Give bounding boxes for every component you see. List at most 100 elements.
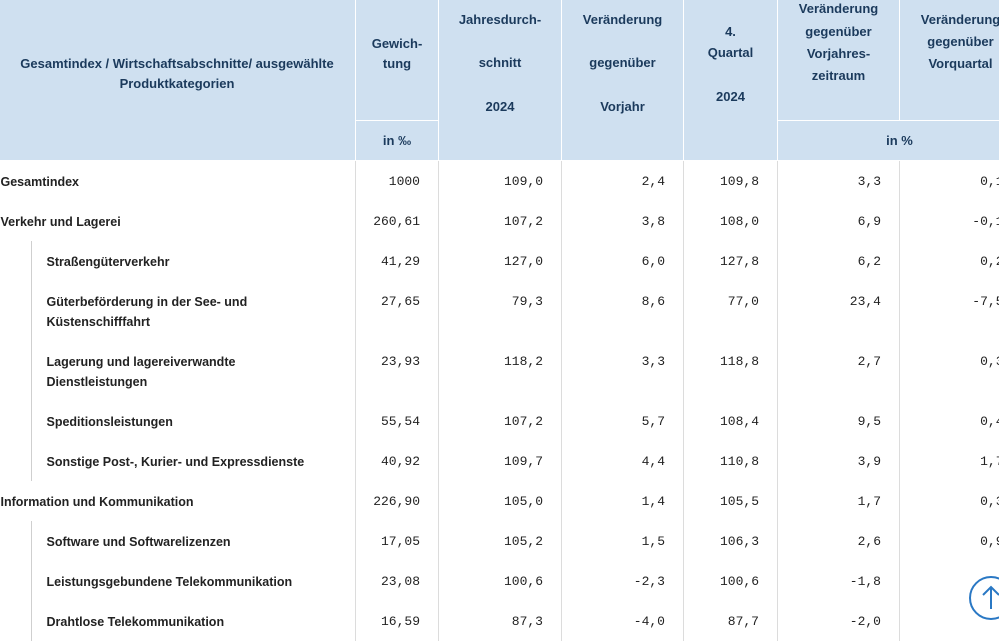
- row-label-cell: Speditionsleistungen: [0, 401, 356, 441]
- value-cell: -0,1: [900, 201, 999, 241]
- header-box: Veränderung gegenüber Vorquartal: [900, 0, 999, 120]
- header-line: Vorquartal: [900, 55, 999, 73]
- value: 2,6: [858, 534, 881, 549]
- value: 105,2: [504, 534, 543, 549]
- value-cell: 118,2: [439, 341, 562, 401]
- value: 0,4: [980, 414, 999, 429]
- row-label: Güterbeförderung in der See- und Küstens…: [31, 281, 340, 341]
- item-row: Sonstige Post-, Kurier- und Expressdiens…: [0, 441, 999, 481]
- header-line: Quartal: [684, 44, 777, 62]
- value-cell: 1,5: [562, 521, 684, 561]
- value-cell: 23,93: [356, 341, 439, 401]
- header-line: gegenüber: [778, 23, 899, 41]
- value: 5,7: [642, 414, 665, 429]
- header-line: gegenüber: [562, 54, 683, 72]
- row-label: Lagerung und lagereiverwandte Dienstleis…: [31, 341, 340, 401]
- value-cell: 105,2: [439, 521, 562, 561]
- value: 118,8: [720, 354, 759, 369]
- value-cell: 1,7: [900, 441, 999, 481]
- value: -4,0: [634, 614, 665, 629]
- value: 0,9: [980, 534, 999, 549]
- value-cell: 127,8: [684, 241, 778, 281]
- value: 79,3: [512, 294, 543, 309]
- value: 23,4: [850, 294, 881, 309]
- row-label: Speditionsleistungen: [31, 401, 340, 441]
- value: 2,4: [642, 174, 665, 189]
- value-cell: 0,3: [900, 341, 999, 401]
- header-line: Vorjahres-: [778, 45, 899, 63]
- header-line: schnitt: [439, 54, 561, 72]
- value-cell: 107,2: [439, 201, 562, 241]
- value: 109,7: [504, 454, 543, 469]
- row-label: Information und Kommunikation: [0, 481, 355, 521]
- value-cell: 0,1: [900, 161, 999, 202]
- column-header: Gewich-tung: [356, 0, 439, 121]
- value: 226,90: [373, 494, 420, 509]
- value: 110,8: [720, 454, 759, 469]
- value-cell: 3,3: [778, 161, 900, 202]
- row-label: Gesamtindex: [0, 161, 355, 201]
- unit-header: in %: [778, 121, 999, 161]
- value-cell: 3,8: [562, 201, 684, 241]
- row-label-cell: Sonstige Post-, Kurier- und Expressdiens…: [0, 441, 356, 481]
- value-cell: 6,0: [562, 241, 684, 281]
- value: 4,4: [642, 454, 665, 469]
- value: 1000: [389, 174, 420, 189]
- value-cell: 6,9: [778, 201, 900, 241]
- value-cell: 260,61: [356, 201, 439, 241]
- value: 6,0: [642, 254, 665, 269]
- value: 127,0: [504, 254, 543, 269]
- value-cell: 77,0: [684, 281, 778, 341]
- header-line: Veränderung: [900, 11, 999, 29]
- value-cell: 8,6: [562, 281, 684, 341]
- value-cell: 109,8: [684, 161, 778, 202]
- value: 16,59: [381, 614, 420, 629]
- value: 108,4: [720, 414, 759, 429]
- value-cell: 6,2: [778, 241, 900, 281]
- value-cell: 87,7: [684, 601, 778, 641]
- scroll-top-button[interactable]: [968, 575, 999, 621]
- value-cell: 23,4: [778, 281, 900, 341]
- value-cell: 108,4: [684, 401, 778, 441]
- value: -7,5: [972, 294, 999, 309]
- value: 6,9: [858, 214, 881, 229]
- value-cell: 79,3: [439, 281, 562, 341]
- header-box: Gesamtindex / Wirtschaftsabschnitte/ aus…: [0, 0, 355, 160]
- value: 9,5: [858, 414, 881, 429]
- value-cell: 127,0: [439, 241, 562, 281]
- value: 0,1: [980, 174, 999, 189]
- row-label-cell: Software und Softwarelizenzen: [0, 521, 356, 561]
- value: 260,61: [373, 214, 420, 229]
- value: 127,8: [720, 254, 759, 269]
- row-label-cell: Güterbeförderung in der See- und Küstens…: [0, 281, 356, 341]
- header-line: 2024: [439, 98, 561, 116]
- row-label-cell: Drahtlose Telekommunikation: [0, 601, 356, 641]
- value-cell: 100,6: [439, 561, 562, 601]
- header-line: tung: [356, 55, 438, 73]
- value-cell: 3,9: [778, 441, 900, 481]
- value: 2,7: [858, 354, 881, 369]
- value: -1,8: [850, 574, 881, 589]
- value-cell: 27,65: [356, 281, 439, 341]
- header-line: Gewich-: [356, 35, 438, 53]
- value: 106,3: [720, 534, 759, 549]
- header-line: gegenüber: [900, 33, 999, 51]
- value-cell: 0,4: [900, 401, 999, 441]
- unit-label: in ‰: [356, 132, 438, 150]
- value: 107,2: [504, 414, 543, 429]
- value-cell: -7,5: [900, 281, 999, 341]
- value: 1,7: [858, 494, 881, 509]
- value-cell: 0,3: [900, 481, 999, 521]
- value-cell: 108,0: [684, 201, 778, 241]
- value-cell: 16,59: [356, 601, 439, 641]
- header-box: Gewich-tung: [356, 0, 438, 120]
- value-cell: 109,0: [439, 161, 562, 202]
- value-cell: 17,05: [356, 521, 439, 561]
